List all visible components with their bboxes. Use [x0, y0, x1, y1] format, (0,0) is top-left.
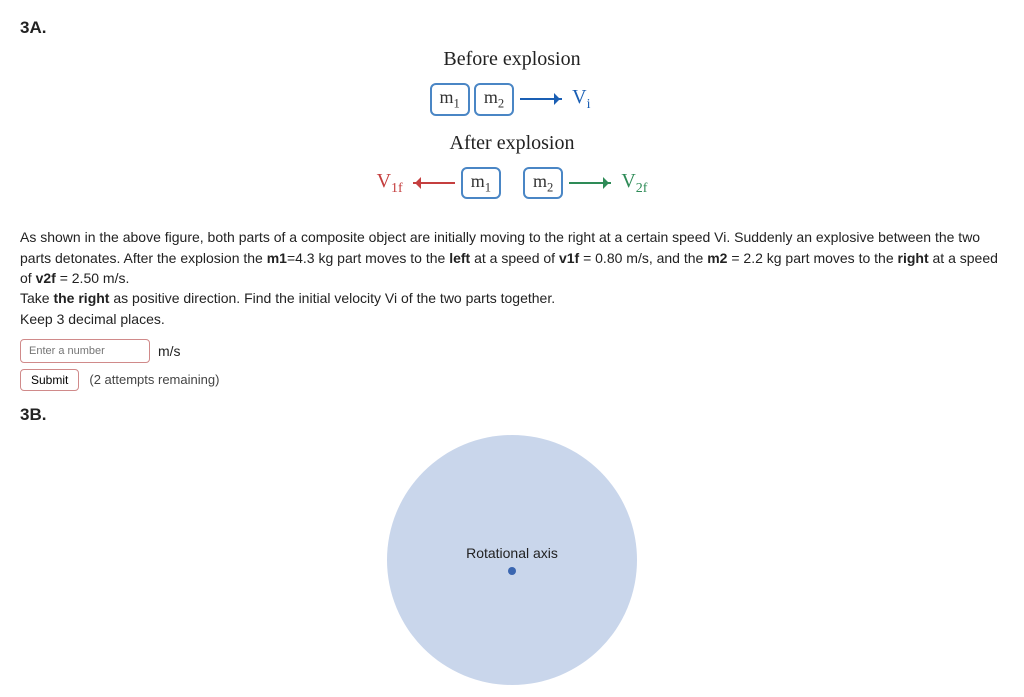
after-title: After explosion	[20, 132, 1004, 155]
box-m2-after: m2	[523, 167, 563, 200]
diagram-3a: Before explosion m1 m2 Vi After explosio…	[20, 48, 1004, 209]
label-v2f: V2f	[617, 170, 651, 197]
arrow-v2f	[567, 178, 613, 188]
question-3b-label: 3B.	[20, 405, 1004, 425]
submit-button-3a[interactable]: Submit	[20, 369, 79, 391]
answer-input-3a[interactable]	[20, 339, 150, 363]
question-3a-label: 3A.	[20, 18, 1004, 38]
arrow-vi	[518, 94, 564, 104]
rotational-axis-label: Rotational axis	[466, 545, 558, 561]
answer-unit-3a: m/s	[158, 343, 181, 359]
label-v1f: V1f	[373, 170, 407, 197]
label-vi: Vi	[568, 86, 594, 113]
before-title: Before explosion	[20, 48, 1004, 71]
box-m1-before: m1	[430, 83, 470, 116]
problem-text-3a: As shown in the above figure, both parts…	[20, 227, 1004, 328]
answer-row-3a: m/s	[20, 339, 1004, 363]
rotational-disk: Rotational axis	[387, 435, 637, 685]
box-m1-after: m1	[461, 167, 501, 200]
diagram-3b: Rotational axis	[20, 435, 1004, 685]
box-m2-before: m2	[474, 83, 514, 116]
before-row: m1 m2 Vi	[430, 83, 595, 116]
attempts-remaining-3a: (2 attempts remaining)	[89, 372, 219, 387]
arrow-v1f	[411, 178, 457, 188]
submit-row-3a: Submit (2 attempts remaining)	[20, 369, 1004, 391]
axis-dot-icon	[508, 567, 516, 575]
after-row: V1f m1 m2 V2f	[373, 167, 652, 200]
